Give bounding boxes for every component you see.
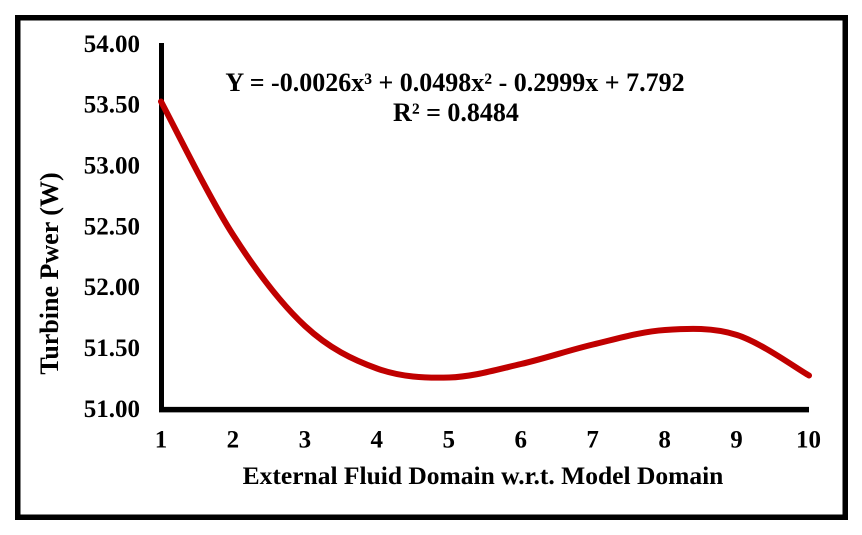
svg-text:Y = -0.0026x³ + 0.0498x² - 0.2: Y = -0.0026x³ + 0.0498x² - 0.2999x + 7.7… [225, 68, 684, 97]
svg-text:1: 1 [155, 427, 168, 454]
svg-text:R² = 0.8484: R² = 0.8484 [393, 98, 519, 127]
svg-text:8: 8 [658, 427, 671, 454]
svg-text:10: 10 [796, 427, 821, 454]
svg-text:4: 4 [371, 427, 384, 454]
svg-text:51.00: 51.00 [84, 396, 140, 423]
svg-text:52.50: 52.50 [84, 213, 140, 240]
svg-text:53.50: 53.50 [84, 92, 140, 119]
svg-text:52.00: 52.00 [84, 274, 140, 301]
svg-text:5: 5 [443, 427, 456, 454]
svg-text:9: 9 [730, 427, 743, 454]
svg-text:51.50: 51.50 [84, 335, 140, 362]
svg-text:6: 6 [514, 427, 527, 454]
svg-text:Turbine Pwer (W): Turbine Pwer (W) [35, 172, 64, 374]
svg-text:7: 7 [586, 427, 599, 454]
svg-text:54.00: 54.00 [84, 31, 140, 58]
svg-text:53.00: 53.00 [84, 153, 140, 180]
svg-text:3: 3 [299, 427, 312, 454]
svg-text:2: 2 [227, 427, 240, 454]
svg-text:External Fluid Domain w.r.t. M: External Fluid Domain w.r.t. Model Domai… [243, 461, 724, 490]
